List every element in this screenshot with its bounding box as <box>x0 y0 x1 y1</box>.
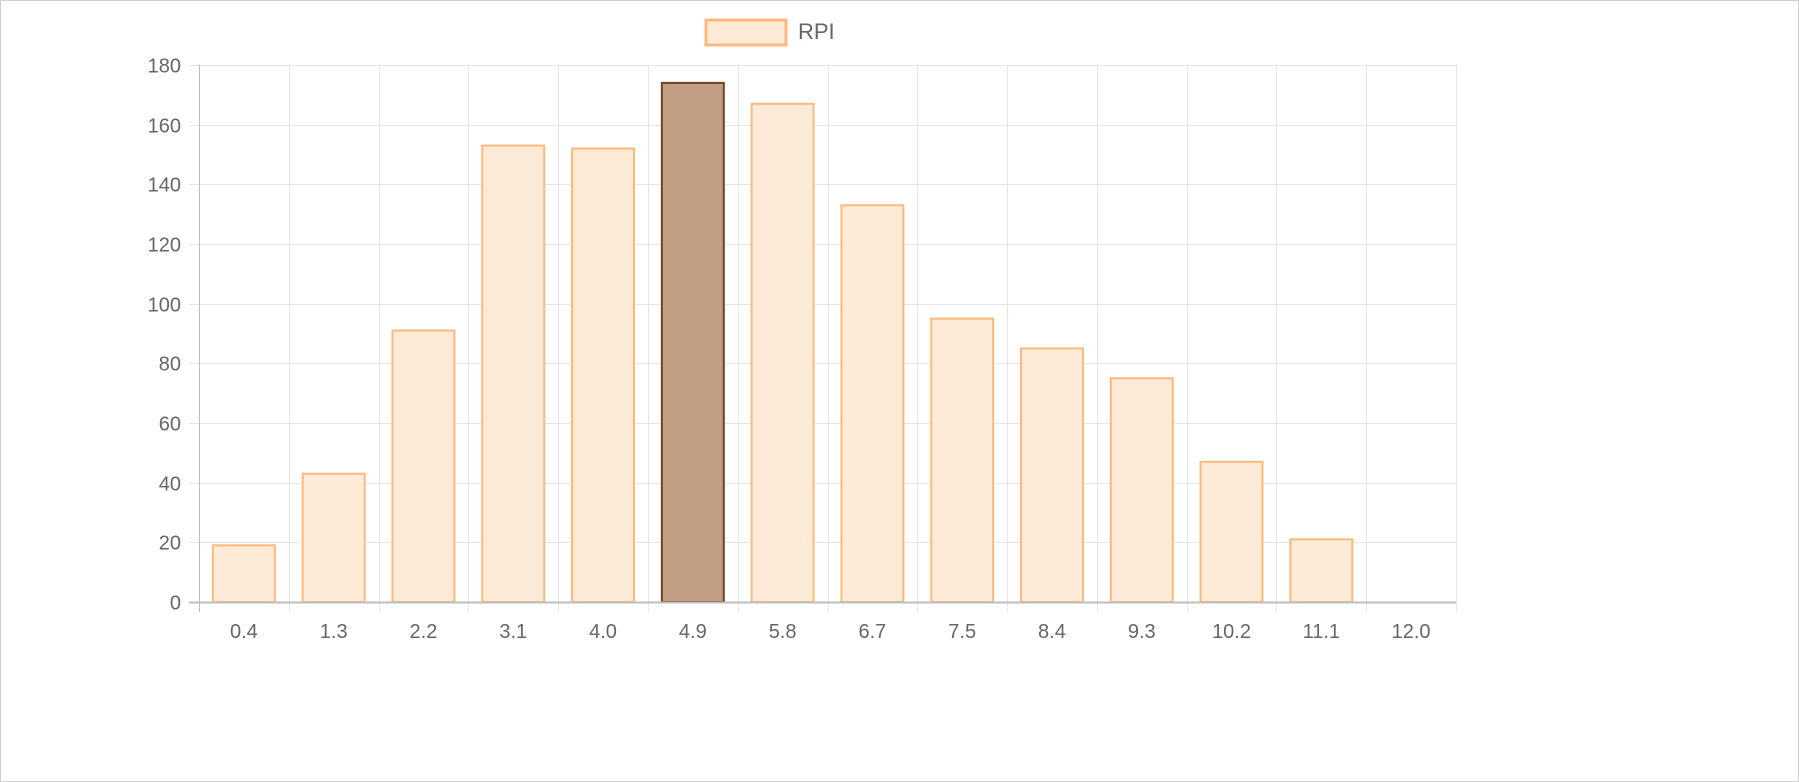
bar-6-7[interactable] <box>840 204 905 603</box>
y-tick-label: 80 <box>159 354 181 376</box>
x-tick-label: 4.0 <box>589 621 617 643</box>
x-tick-label: 12.0 <box>1392 621 1431 643</box>
axes: 0 20 40 60 80 100 120 140 160 180 0.4 1.3 2.2 3.1 4.0 4… <box>148 56 1456 643</box>
bar-9-3[interactable] <box>1109 377 1174 603</box>
x-tick-label: 8.4 <box>1038 621 1066 643</box>
y-tick-label: 20 <box>159 533 181 555</box>
x-tick-label: 11.1 <box>1303 621 1340 643</box>
bar-1-3[interactable] <box>301 472 366 604</box>
x-tick-label: 7.5 <box>948 621 976 643</box>
y-tick-label: 40 <box>159 474 181 496</box>
y-tick-label: 120 <box>148 235 181 257</box>
y-tick-label: 160 <box>148 116 181 138</box>
bars <box>211 81 1354 604</box>
x-tick-label: 5.8 <box>769 621 797 643</box>
bar-2-2[interactable] <box>391 329 456 603</box>
legend-swatch-rpi[interactable] <box>704 18 788 47</box>
bar-0-4[interactable] <box>211 544 276 603</box>
bar-4-0[interactable] <box>571 147 636 604</box>
x-tick-label: 4.9 <box>679 621 707 643</box>
bar-4-9[interactable] <box>660 81 725 603</box>
y-tick-label: 100 <box>148 295 181 317</box>
bar-8-4[interactable] <box>1019 347 1084 603</box>
bar-7-5[interactable] <box>930 317 995 603</box>
gridlines <box>189 65 1457 612</box>
y-tick-label: 60 <box>159 414 181 436</box>
x-tick-label: 10.2 <box>1212 621 1251 643</box>
legend[interactable]: RPI <box>704 18 835 47</box>
x-tick-label: 1.3 <box>320 621 348 643</box>
x-tick-label: 0.4 <box>230 621 258 643</box>
bar-3-1[interactable] <box>481 144 546 604</box>
x-tick-label: 9.3 <box>1128 621 1156 643</box>
y-tick-label: 140 <box>148 175 181 197</box>
x-tick-label: 2.2 <box>410 621 438 643</box>
bar-5-8[interactable] <box>750 102 815 604</box>
x-tick-label: 6.7 <box>858 621 886 643</box>
bar-11-1[interactable] <box>1289 538 1354 603</box>
x-tick-label: 3.1 <box>499 621 527 643</box>
legend-label-rpi[interactable]: RPI <box>798 19 835 44</box>
bar-10-2[interactable] <box>1199 460 1264 603</box>
y-tick-label: 0 <box>170 593 181 615</box>
y-tick-label: 180 <box>148 56 181 78</box>
